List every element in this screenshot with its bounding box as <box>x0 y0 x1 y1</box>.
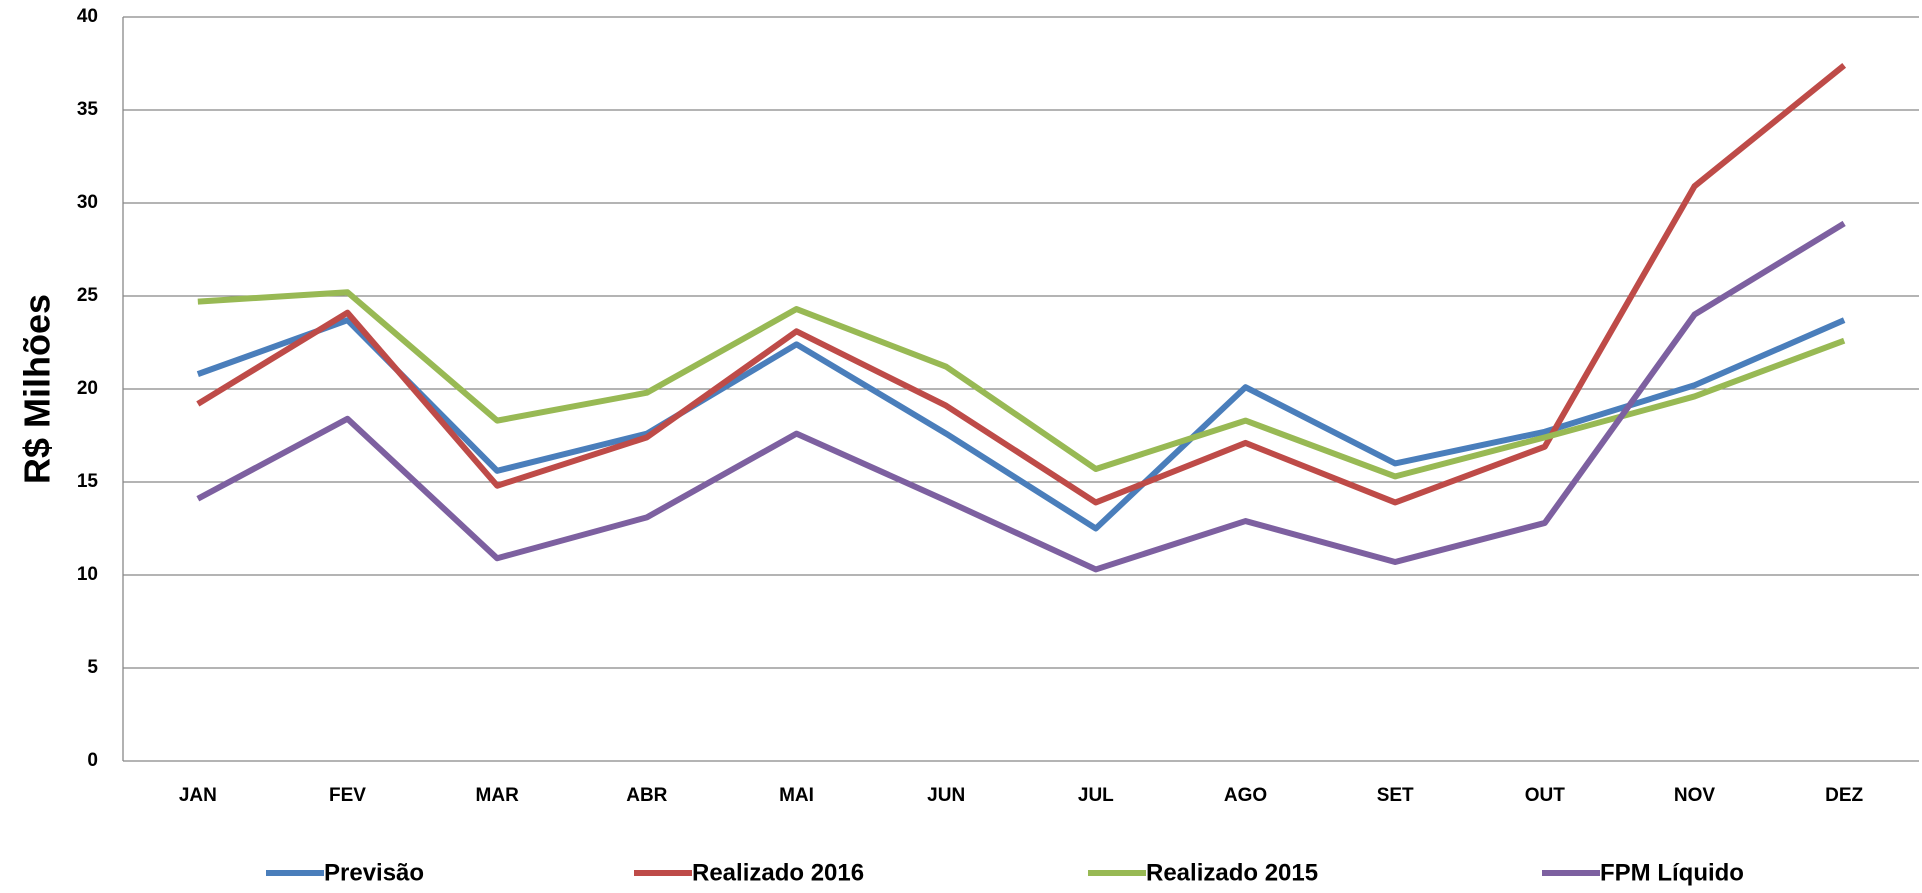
series-line <box>196 63 1847 506</box>
x-tick-label: DEZ <box>1825 785 1863 806</box>
x-tick-label: MAR <box>476 785 520 806</box>
y-tick-label: 40 <box>77 6 98 27</box>
x-tick-label: JUL <box>1078 785 1114 806</box>
x-tick-label: NOV <box>1674 785 1716 806</box>
legend-label: Previsão <box>324 859 424 886</box>
y-tick-label: 0 <box>87 750 98 771</box>
x-tick-label: MAI <box>779 785 814 806</box>
legend-label: Realizado 2016 <box>692 859 864 886</box>
legend-label: FPM Líquido <box>1600 859 1744 886</box>
y-tick-label: 25 <box>77 285 99 306</box>
y-tick-label: 10 <box>77 564 98 585</box>
series-line <box>196 220 1846 573</box>
x-tick-label: OUT <box>1525 785 1566 806</box>
x-tick-label: JAN <box>179 785 217 806</box>
x-tick-label: ABR <box>626 785 667 806</box>
y-tick-label: 5 <box>87 657 98 678</box>
x-tick-label: FEV <box>329 785 366 806</box>
y-tick-label: 35 <box>77 99 99 120</box>
y-axis-label: R$ Milhões <box>17 294 58 484</box>
y-tick-label: 30 <box>77 192 98 213</box>
x-tick-label: AGO <box>1224 785 1267 806</box>
y-tick-label: 20 <box>77 378 98 399</box>
x-tick-label: SET <box>1377 785 1414 806</box>
x-tick-label: JUN <box>927 785 965 806</box>
legend-label: Realizado 2015 <box>1146 859 1318 886</box>
series-line <box>197 289 1846 480</box>
y-tick-label: 15 <box>77 471 99 492</box>
series-line <box>196 317 1846 532</box>
